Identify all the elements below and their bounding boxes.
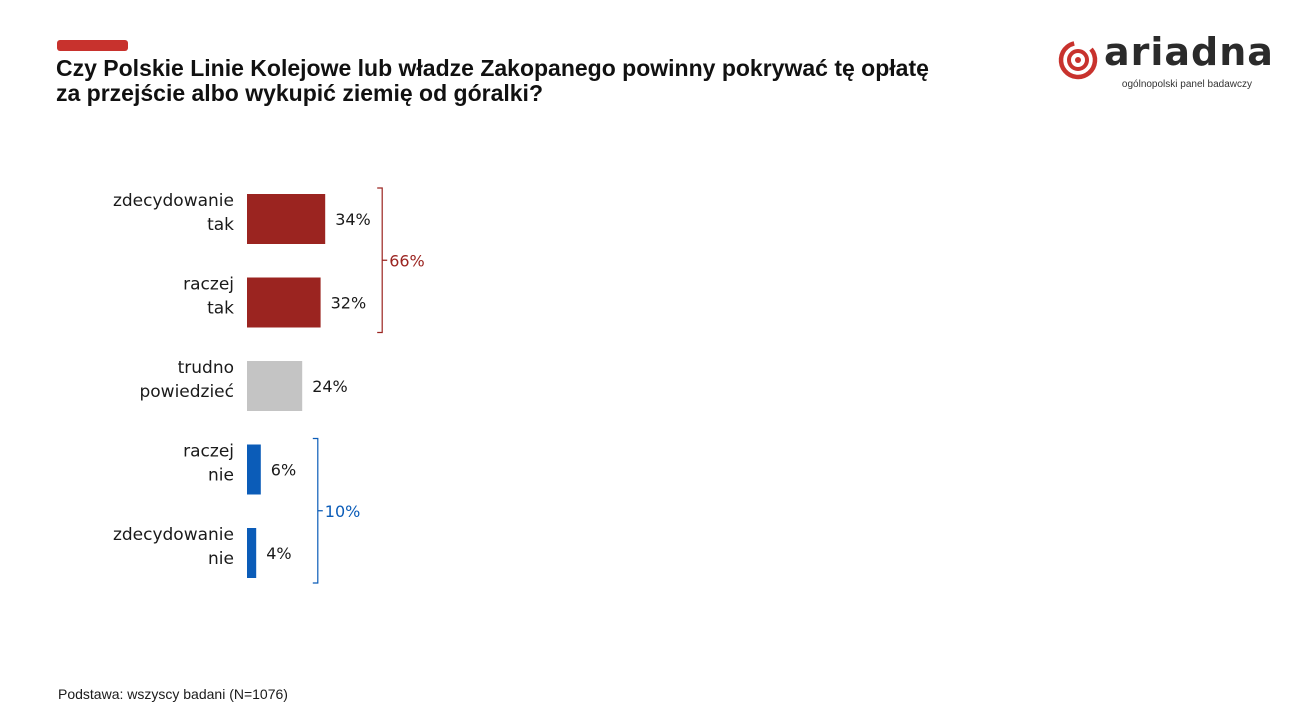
value-label-4: 4% — [266, 544, 291, 563]
category-label-4-0: zdecydowanie — [113, 525, 234, 545]
group-total-label-0: 66% — [389, 251, 425, 270]
ariadna-tagline: ogólnopolski panel badawczy — [1121, 79, 1252, 90]
chart-title: Czy Polskie Linie Kolejowe lub władze Za… — [56, 56, 1056, 106]
chart-title-line-2: za przejście albo wykupić ziemię od góra… — [56, 80, 543, 106]
category-label-1-1: tak — [207, 299, 234, 319]
value-label-1: 32% — [331, 294, 367, 313]
category-label-3-0: raczej — [183, 442, 234, 462]
bar-1 — [247, 277, 321, 328]
ariadna-logo-mark-icon — [1058, 40, 1098, 80]
chart-title-line-1: Czy Polskie Linie Kolejowe lub władze Za… — [56, 55, 929, 81]
bar-4 — [247, 528, 257, 578]
category-label-2-0: trudno — [178, 358, 234, 378]
group-total-label-1: 10% — [325, 502, 361, 521]
bar-2 — [247, 361, 303, 411]
category-label-0-0: zdecydowanie — [113, 191, 234, 211]
value-label-0: 34% — [335, 210, 371, 229]
category-label-2-1: powiedzieć — [139, 382, 234, 402]
title-accent-bar — [57, 40, 128, 51]
value-label-2: 24% — [312, 377, 348, 396]
value-label-3: 6% — [271, 461, 296, 480]
group-bracket-0 — [377, 187, 388, 334]
category-label-0-1: tak — [207, 215, 234, 235]
ariadna-wordmark: ariadna — [1104, 30, 1274, 74]
category-label-1-0: raczej — [183, 275, 234, 295]
group-bracket-1 — [312, 437, 323, 584]
bar-3 — [247, 444, 261, 495]
base-note: Podstawa: wszyscy badani (N=1076) — [58, 686, 288, 702]
bar-0 — [247, 194, 326, 244]
category-label-4-1: nie — [208, 549, 234, 569]
category-label-3-1: nie — [208, 466, 234, 486]
ariadna-logo: ariadna ogólnopolski panel badawczy — [1056, 30, 1273, 98]
